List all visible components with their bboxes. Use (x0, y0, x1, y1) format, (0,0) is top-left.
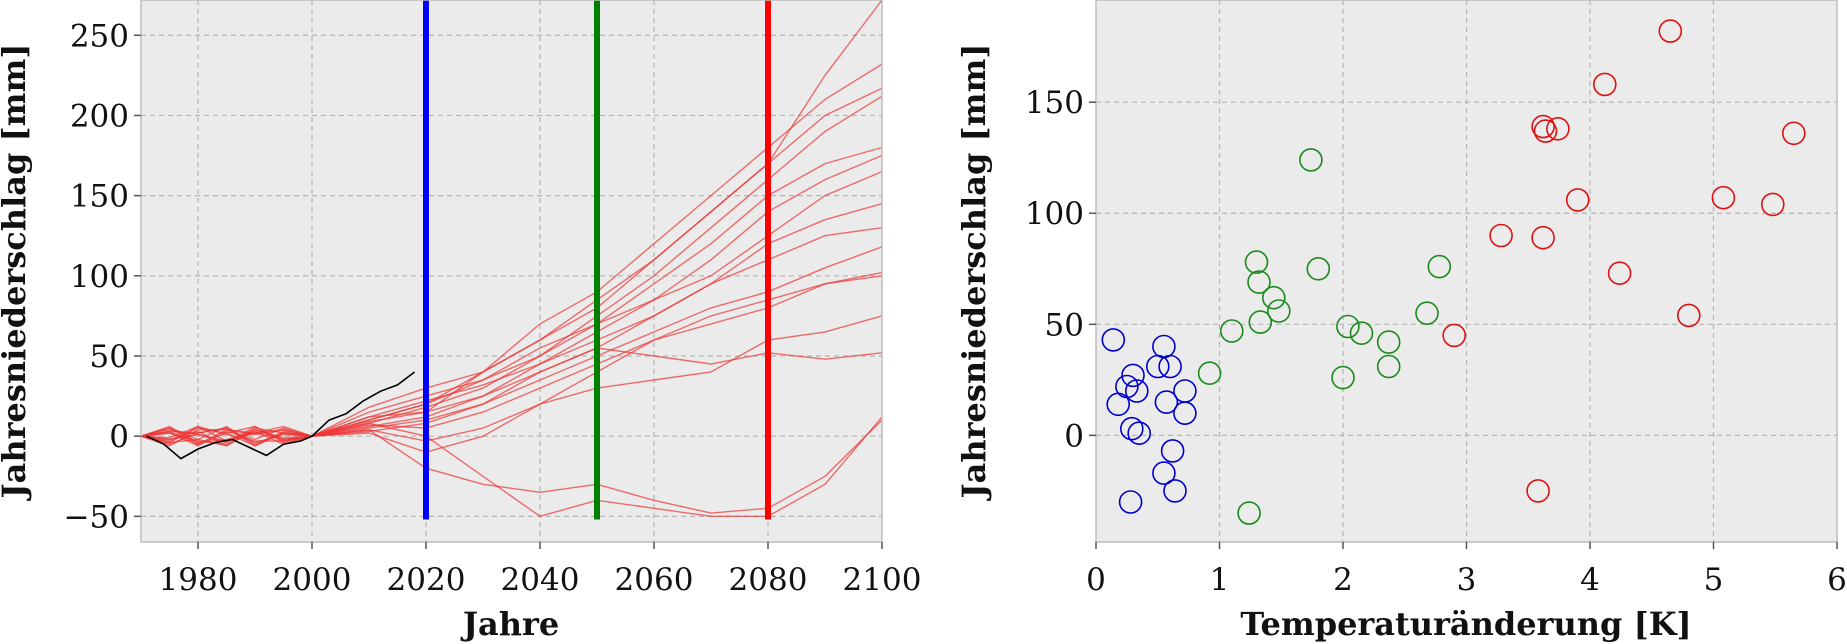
x-tick-label: 0 (1086, 562, 1106, 598)
scatter-point (1349, 321, 1374, 346)
scatter-point (1531, 114, 1555, 139)
scatter-point (1376, 354, 1401, 379)
scatter-point (1331, 365, 1355, 390)
y-tick-label: 0 (109, 419, 129, 455)
x-tick-label: 1 (1210, 562, 1230, 598)
y-tick-label: 150 (1025, 85, 1084, 121)
x-tick-label: 3 (1457, 562, 1477, 598)
x-tick-label: 2080 (729, 562, 808, 598)
scatter-point (1531, 225, 1555, 250)
y-tick-label: 50 (90, 339, 129, 375)
ticks: 0 1 2 3 4 5 6 0 50 100 150 (1025, 85, 1847, 598)
scatter-point (1154, 390, 1179, 414)
scatter-point (1220, 319, 1244, 343)
scatter-point (1427, 254, 1452, 279)
scatter-point (1173, 401, 1197, 426)
scatter-point (1415, 301, 1439, 326)
scatter-point (1118, 490, 1143, 514)
scatter-point (1565, 188, 1590, 212)
line-chart: 1980 2000 2020 2040 2060 2080 2100 −50 0 50 100 150… (0, 0, 921, 643)
x-tick-label: 5 (1704, 562, 1724, 598)
scatter-point (1146, 354, 1170, 379)
scatter-point (1442, 323, 1466, 348)
y-tick-label: 50 (1045, 307, 1084, 343)
x-tick-label: 2 (1333, 562, 1353, 598)
scatter-point (1163, 479, 1187, 503)
observed-line (146, 371, 416, 460)
x-tick-label: 1980 (159, 562, 238, 598)
scatter-point (1782, 121, 1806, 146)
plot-area (141, 0, 882, 542)
scatter-point (1607, 261, 1632, 286)
x-tick-label: 4 (1580, 562, 1600, 598)
scatter-point (1244, 250, 1269, 274)
y-tick-label: 150 (70, 179, 129, 215)
scatter-point (1160, 439, 1185, 463)
scatter-point (1127, 421, 1151, 446)
scatter-point (1152, 461, 1176, 485)
scatter-point (1299, 148, 1323, 172)
plot-frame (140, 0, 883, 543)
y-tick-label: 0 (1064, 418, 1084, 454)
scatter-point (1761, 192, 1785, 217)
scatter-point (1658, 19, 1683, 43)
x-tick-label: 2040 (501, 562, 580, 598)
scatter-point (1120, 416, 1144, 441)
x-tick-label: 2060 (615, 562, 694, 598)
scatter-point (1247, 270, 1271, 294)
scatter-point (1306, 256, 1331, 281)
scatter-point (1237, 501, 1261, 525)
observed-series (146, 371, 416, 460)
scatter-point (1101, 328, 1126, 352)
y-tick-label: 200 (70, 98, 129, 134)
y-tick-label: −50 (64, 499, 129, 535)
x-tick-label: 6 (1827, 562, 1847, 598)
x-tick-label: 2100 (843, 562, 922, 598)
y-axis-label: Jahresniederschlag [mm] (0, 44, 33, 502)
scatter-points (1101, 19, 1806, 525)
x-axis-label: Jahre (460, 605, 559, 643)
x-axis-label: Temperaturänderung [K] (1240, 605, 1691, 643)
scatter-point (1526, 479, 1550, 503)
scatter-point (1248, 310, 1273, 334)
y-tick-label: 100 (1025, 196, 1084, 232)
scatter-point (1267, 299, 1291, 323)
scatter-point (1489, 223, 1513, 248)
y-tick-label: 250 (70, 18, 129, 54)
scatter-point (1376, 330, 1401, 354)
vertical-markers (423, 0, 771, 520)
scatter-point (1262, 285, 1286, 310)
x-tick-label: 2020 (387, 562, 466, 598)
scatter-point (1158, 354, 1182, 379)
scatter-point (1677, 303, 1701, 328)
y-tick-label: 100 (70, 259, 129, 295)
scatter-point (1593, 72, 1617, 97)
scatter-point (1533, 119, 1558, 143)
grid (1096, 0, 1837, 542)
scatter-point (1336, 314, 1360, 339)
scatter-point (1125, 379, 1149, 403)
ticks: 1980 2000 2020 2040 2060 2080 2100 −50 0 50 100 150… (64, 18, 922, 598)
scatter-point (1546, 117, 1570, 141)
x-tick-label: 2000 (273, 562, 352, 598)
scatter-point (1121, 363, 1145, 388)
scatter-point (1711, 185, 1736, 210)
y-axis-label: Jahresniederschlag [mm] (955, 44, 993, 502)
scatter-point (1115, 374, 1139, 399)
scatter-point (1197, 361, 1222, 386)
